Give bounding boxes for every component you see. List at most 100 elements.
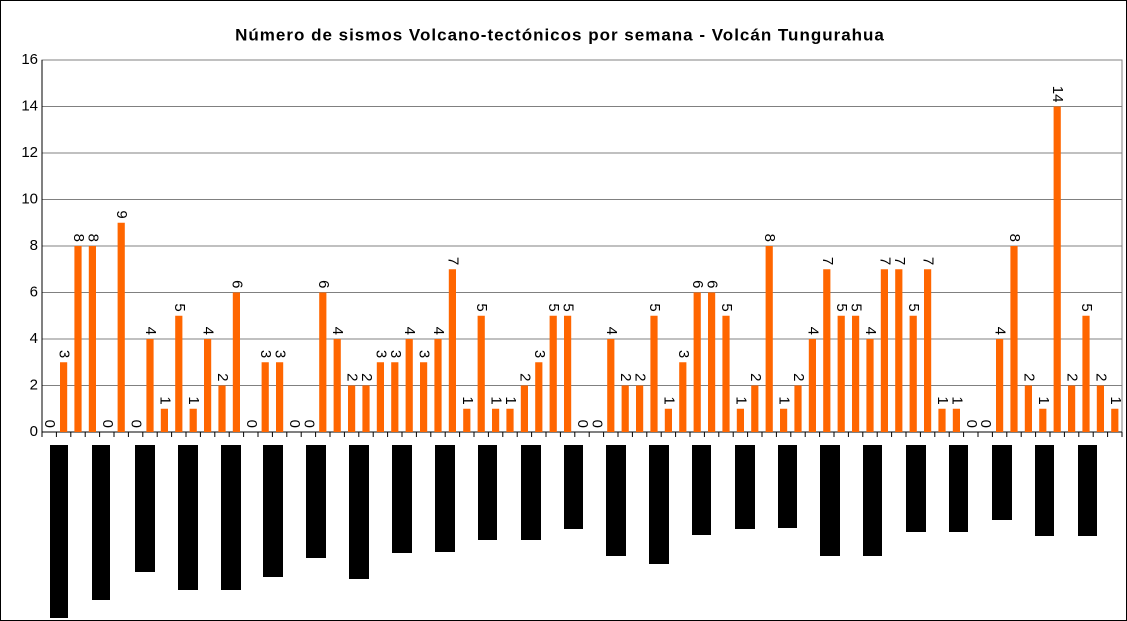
- bar: [924, 269, 932, 432]
- bar: [837, 315, 845, 432]
- label-block: [221, 445, 241, 590]
- value-label: 0: [588, 420, 605, 428]
- value-label: 7: [891, 257, 908, 265]
- value-label: 0: [128, 420, 145, 428]
- bar: [261, 362, 269, 432]
- bar: [535, 362, 543, 432]
- value-label: 9: [113, 210, 130, 218]
- bar: [1096, 385, 1104, 432]
- bar: [448, 269, 456, 432]
- bar: [204, 339, 212, 432]
- value-label: 2: [617, 373, 634, 381]
- value-label: 0: [300, 420, 317, 428]
- bar: [189, 408, 197, 432]
- value-label: 0: [977, 420, 994, 428]
- bar: [160, 408, 168, 432]
- label-block: [649, 445, 669, 564]
- value-label: 0: [286, 420, 303, 428]
- value-label: 4: [992, 327, 1009, 335]
- bar: [146, 339, 154, 432]
- value-label: 0: [963, 420, 980, 428]
- value-label: 2: [516, 373, 533, 381]
- label-block: [606, 445, 626, 556]
- value-label: 5: [905, 303, 922, 311]
- value-label: 2: [344, 373, 361, 381]
- bar: [722, 315, 730, 432]
- value-label: 2: [358, 373, 375, 381]
- label-block: [263, 445, 283, 577]
- value-label: 3: [531, 350, 548, 358]
- y-tick-label: 2: [30, 376, 38, 393]
- bar: [636, 385, 644, 432]
- value-label: 7: [819, 257, 836, 265]
- y-tick-label: 12: [21, 144, 38, 161]
- bar: [607, 339, 615, 432]
- label-block: [135, 445, 155, 572]
- value-label: 1: [502, 396, 519, 404]
- label-block: [521, 445, 541, 540]
- bar: [362, 385, 370, 432]
- value-label: 6: [689, 280, 706, 288]
- bar: [564, 315, 572, 432]
- y-tick-label: 4: [30, 330, 38, 347]
- bar: [1111, 408, 1119, 432]
- value-label: 4: [862, 327, 879, 335]
- value-label: 5: [171, 303, 188, 311]
- bar: [794, 385, 802, 432]
- value-label: 8: [761, 234, 778, 242]
- value-label: 1: [948, 396, 965, 404]
- bar: [996, 339, 1004, 432]
- bar: [1053, 106, 1061, 432]
- bar: [492, 408, 500, 432]
- chart-title: Número de sismos Volcano-tectónicos por …: [235, 25, 885, 44]
- bar: [664, 408, 672, 432]
- bar: [938, 408, 946, 432]
- bar: [808, 339, 816, 432]
- value-label: 7: [444, 257, 461, 265]
- label-block: [349, 445, 369, 579]
- value-label: 5: [560, 303, 577, 311]
- value-label: 1: [156, 396, 173, 404]
- label-block: [1078, 445, 1097, 536]
- bar: [420, 362, 428, 432]
- value-label: 14: [1049, 86, 1066, 103]
- value-label: 6: [228, 280, 245, 288]
- label-block: [478, 445, 497, 540]
- value-label: 8: [84, 234, 101, 242]
- bar: [434, 339, 442, 432]
- bar: [333, 339, 341, 432]
- value-label: 3: [257, 350, 274, 358]
- bar: [852, 315, 860, 432]
- label-block: [906, 445, 926, 532]
- bar: [405, 339, 413, 432]
- bar: [276, 362, 284, 432]
- value-label: 2: [1020, 373, 1037, 381]
- value-label: 4: [200, 327, 217, 335]
- label-block: [863, 445, 882, 556]
- value-label: 1: [185, 396, 202, 404]
- bar: [650, 315, 658, 432]
- y-tick-label: 16: [21, 51, 38, 68]
- bar: [506, 408, 514, 432]
- bar: [1024, 385, 1032, 432]
- value-label: 5: [646, 303, 663, 311]
- bar: [74, 246, 82, 432]
- value-label: 3: [372, 350, 389, 358]
- bar: [463, 408, 471, 432]
- bar: [765, 246, 773, 432]
- value-label: 4: [430, 327, 447, 335]
- x-label-blocks: [50, 445, 1097, 618]
- bar: [376, 362, 384, 432]
- value-label: 2: [747, 373, 764, 381]
- label-block: [692, 445, 711, 535]
- bar: [1039, 408, 1047, 432]
- value-label: 4: [603, 327, 620, 335]
- y-tick-label: 8: [30, 237, 38, 254]
- value-label: 1: [934, 396, 951, 404]
- bar: [866, 339, 874, 432]
- value-label: 4: [329, 327, 346, 335]
- label-block: [92, 445, 110, 600]
- value-label: 0: [243, 420, 260, 428]
- value-label: 1: [732, 396, 749, 404]
- bar: [679, 362, 687, 432]
